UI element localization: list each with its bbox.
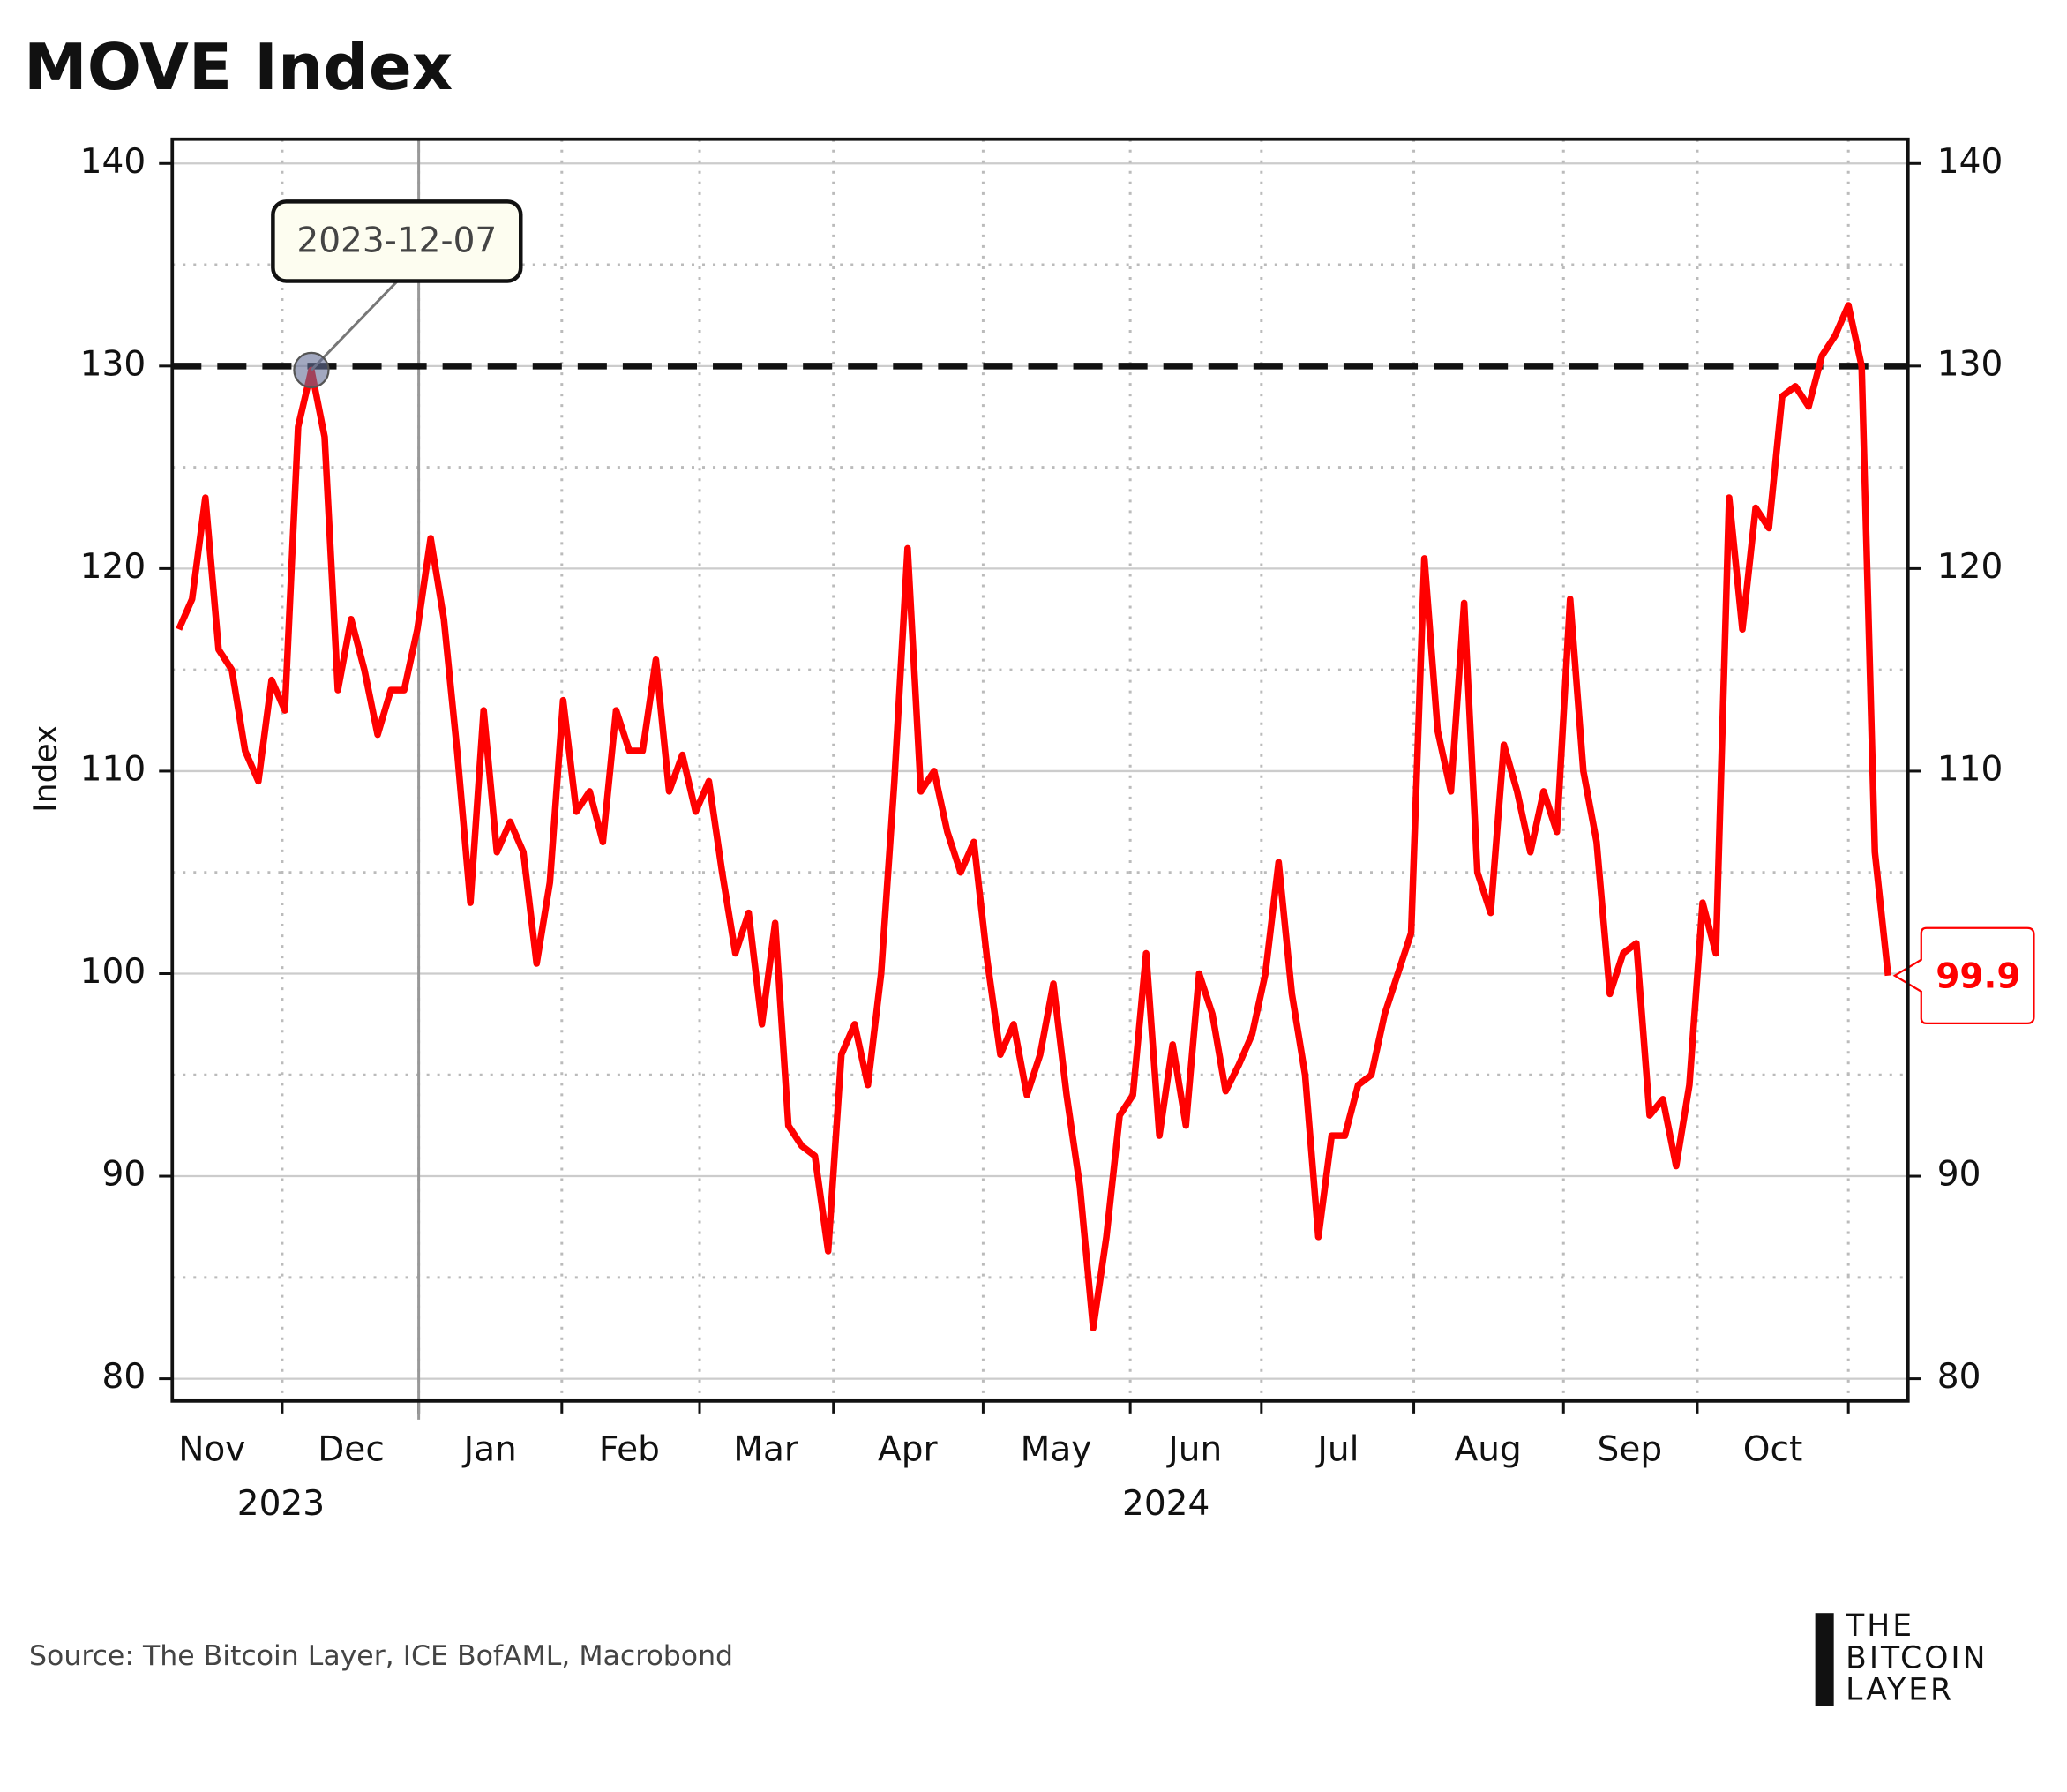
x-tick-label: Oct <box>1743 1429 1803 1469</box>
source: Source: The Bitcoin Layer, ICE BofAML, M… <box>29 1640 733 1672</box>
x-tick-label: May <box>1021 1429 1092 1469</box>
end-label-box <box>1892 926 2035 1024</box>
logo-text: LAYER <box>1846 1672 1954 1707</box>
x-tick-label: Jan <box>461 1429 517 1469</box>
chart-title: MOVE Index <box>24 31 453 105</box>
x-tick-label: Nov <box>178 1429 245 1469</box>
logo-text: BITCOIN <box>1846 1640 1988 1676</box>
annotation-marker <box>293 351 330 389</box>
y-tick-label: 110 <box>80 749 146 789</box>
year-label: 2024 <box>1122 1484 1209 1524</box>
y2-tick-label: 120 <box>1937 547 2003 587</box>
x-tick-label: Dec <box>318 1429 385 1469</box>
plot-frame <box>170 137 1910 1403</box>
annotation-leader <box>310 280 399 371</box>
data-line <box>176 302 1891 1331</box>
x-tick-label: Jun <box>1165 1429 1222 1469</box>
y-tick-label: 80 <box>102 1357 146 1397</box>
annotation-box <box>271 199 523 283</box>
x-tick-label: Sep <box>1598 1429 1663 1469</box>
y2-tick-label: 110 <box>1937 749 2003 789</box>
y2-tick-label: 80 <box>1937 1357 1981 1397</box>
x-tick-label: Feb <box>599 1429 660 1469</box>
y-tick-label: 120 <box>80 547 146 587</box>
year-label: 2023 <box>237 1484 325 1524</box>
x-tick-label: Apr <box>878 1429 938 1469</box>
y-axis-label: Index <box>28 725 64 813</box>
y2-tick-label: 90 <box>1937 1155 1981 1195</box>
y-tick-label: 90 <box>102 1155 146 1195</box>
end-label: 99.9 <box>1936 956 2020 996</box>
y-tick-label: 140 <box>80 142 146 182</box>
logo-bar <box>1815 1613 1834 1706</box>
logo-text: THE <box>1845 1608 1914 1644</box>
x-tick-label: Jul <box>1314 1429 1359 1469</box>
x-tick-label: Mar <box>733 1429 799 1469</box>
x-tick-label: Aug <box>1455 1429 1522 1469</box>
y-tick-label: 130 <box>80 344 146 384</box>
y-tick-label: 100 <box>80 952 146 992</box>
y2-tick-label: 140 <box>1937 142 2003 182</box>
y2-tick-label: 130 <box>1937 344 2003 384</box>
annotation-label: 2023-12-07 <box>296 221 497 260</box>
